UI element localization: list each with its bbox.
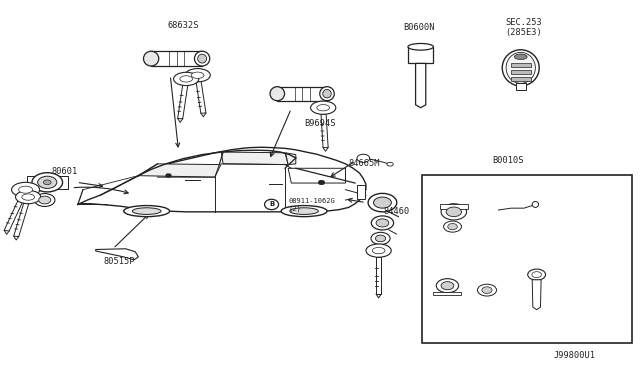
Text: B: B [269,201,274,207]
Ellipse shape [387,162,394,166]
Ellipse shape [173,72,199,86]
Ellipse shape [264,199,278,210]
Ellipse shape [372,247,385,254]
Ellipse shape [436,279,459,293]
Bar [433,292,461,295]
Bar [511,63,531,67]
Ellipse shape [15,190,41,204]
Ellipse shape [448,224,458,230]
Ellipse shape [376,219,389,227]
Ellipse shape [281,206,327,217]
Ellipse shape [180,76,193,82]
Ellipse shape [290,208,319,214]
Polygon shape [78,147,366,212]
Ellipse shape [191,72,204,78]
Ellipse shape [38,196,51,204]
Text: 80515P: 80515P [104,257,135,266]
Polygon shape [196,82,206,113]
Ellipse shape [12,182,40,197]
Bar [422,175,632,343]
Polygon shape [285,153,296,164]
Polygon shape [138,164,220,177]
Polygon shape [516,83,526,90]
Ellipse shape [357,154,370,162]
Polygon shape [221,152,288,164]
Polygon shape [13,203,29,237]
Ellipse shape [35,193,55,206]
Ellipse shape [482,287,492,294]
Bar [511,70,531,74]
Bar [357,185,365,199]
Polygon shape [376,257,381,294]
Ellipse shape [515,54,527,60]
Ellipse shape [198,54,207,63]
Bar [408,47,433,63]
Ellipse shape [446,207,461,217]
Ellipse shape [444,221,461,232]
Text: SEC.253
(285E3): SEC.253 (285E3) [506,17,542,37]
Text: 84665M: 84665M [349,159,380,169]
Polygon shape [27,176,68,189]
Ellipse shape [320,87,334,101]
Ellipse shape [22,194,35,200]
Polygon shape [415,63,426,108]
Ellipse shape [371,216,394,230]
Ellipse shape [317,105,330,111]
Ellipse shape [323,90,332,98]
Polygon shape [440,204,468,209]
Ellipse shape [528,269,545,280]
Ellipse shape [270,87,285,101]
Bar [151,51,202,66]
Bar [277,87,327,101]
Ellipse shape [477,284,497,296]
Ellipse shape [132,208,161,214]
Ellipse shape [143,51,159,66]
Ellipse shape [19,186,33,193]
Text: J99800U1: J99800U1 [554,351,596,360]
Ellipse shape [38,176,57,188]
Text: 08911-1062G
(2): 08911-1062G (2) [288,198,335,212]
Text: B0010S: B0010S [492,155,524,165]
Ellipse shape [441,282,454,290]
Text: 84460: 84460 [383,207,410,217]
Polygon shape [532,280,541,310]
Ellipse shape [502,50,540,86]
Ellipse shape [195,51,210,66]
Text: 68632S: 68632S [167,21,199,30]
Polygon shape [321,114,328,148]
Ellipse shape [532,202,539,208]
Ellipse shape [310,101,336,114]
Ellipse shape [44,180,51,185]
Ellipse shape [368,193,397,212]
Ellipse shape [374,197,392,208]
Polygon shape [96,249,138,260]
Bar [511,77,531,81]
Text: B9694S: B9694S [304,119,336,128]
Ellipse shape [124,206,170,217]
Polygon shape [4,196,25,231]
Ellipse shape [366,244,391,257]
Polygon shape [288,168,346,183]
Text: B0600N: B0600N [403,23,435,32]
Ellipse shape [371,232,390,244]
Ellipse shape [408,44,433,50]
Ellipse shape [32,173,63,192]
Ellipse shape [441,204,467,220]
Ellipse shape [376,235,386,242]
Ellipse shape [532,272,541,278]
Ellipse shape [185,68,211,82]
Ellipse shape [506,52,536,83]
Polygon shape [178,86,188,119]
Text: 80601: 80601 [52,167,78,176]
